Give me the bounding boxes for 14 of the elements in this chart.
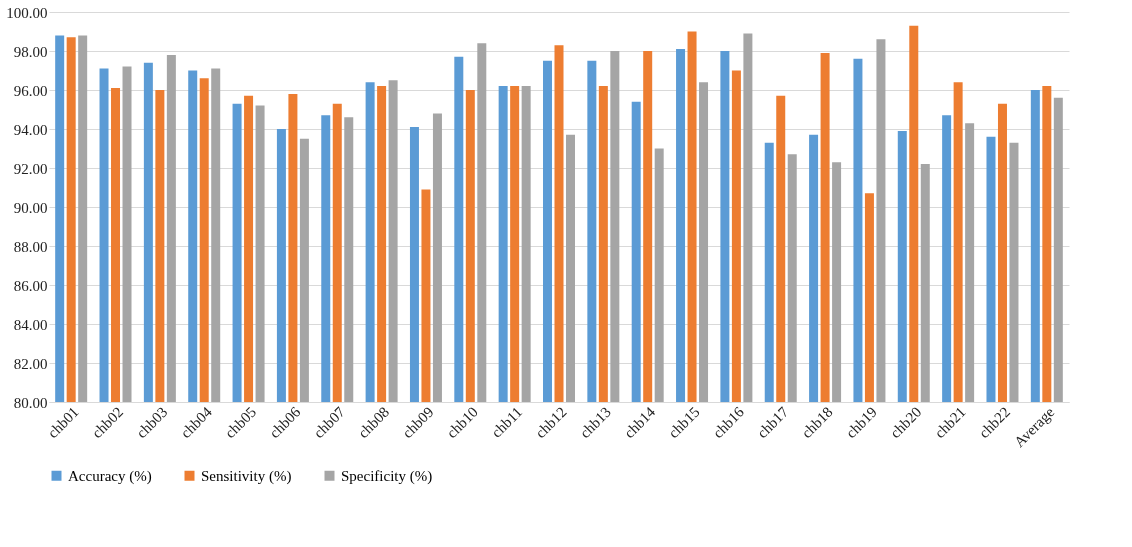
y-tick-label: 96.00 <box>13 82 48 99</box>
y-tick-label: 84.00 <box>13 316 48 333</box>
y-tick-label: 86.00 <box>13 277 48 294</box>
y-tick-label: 100.00 <box>6 4 48 21</box>
y-tick-label: 92.00 <box>13 160 48 177</box>
y-tick-label: 82.00 <box>13 355 48 372</box>
y-tick-label: 88.00 <box>13 238 48 255</box>
y-tick-label: 90.00 <box>13 199 48 216</box>
legend-label: Specificity (%) <box>341 467 433 485</box>
y-tick-label: 80.00 <box>13 394 48 411</box>
y-tick-label: 94.00 <box>13 121 48 138</box>
legend-label: Sensitivity (%) <box>201 467 292 485</box>
y-tick-label: 98.00 <box>13 43 48 60</box>
legend-label: Accuracy (%) <box>68 467 152 485</box>
